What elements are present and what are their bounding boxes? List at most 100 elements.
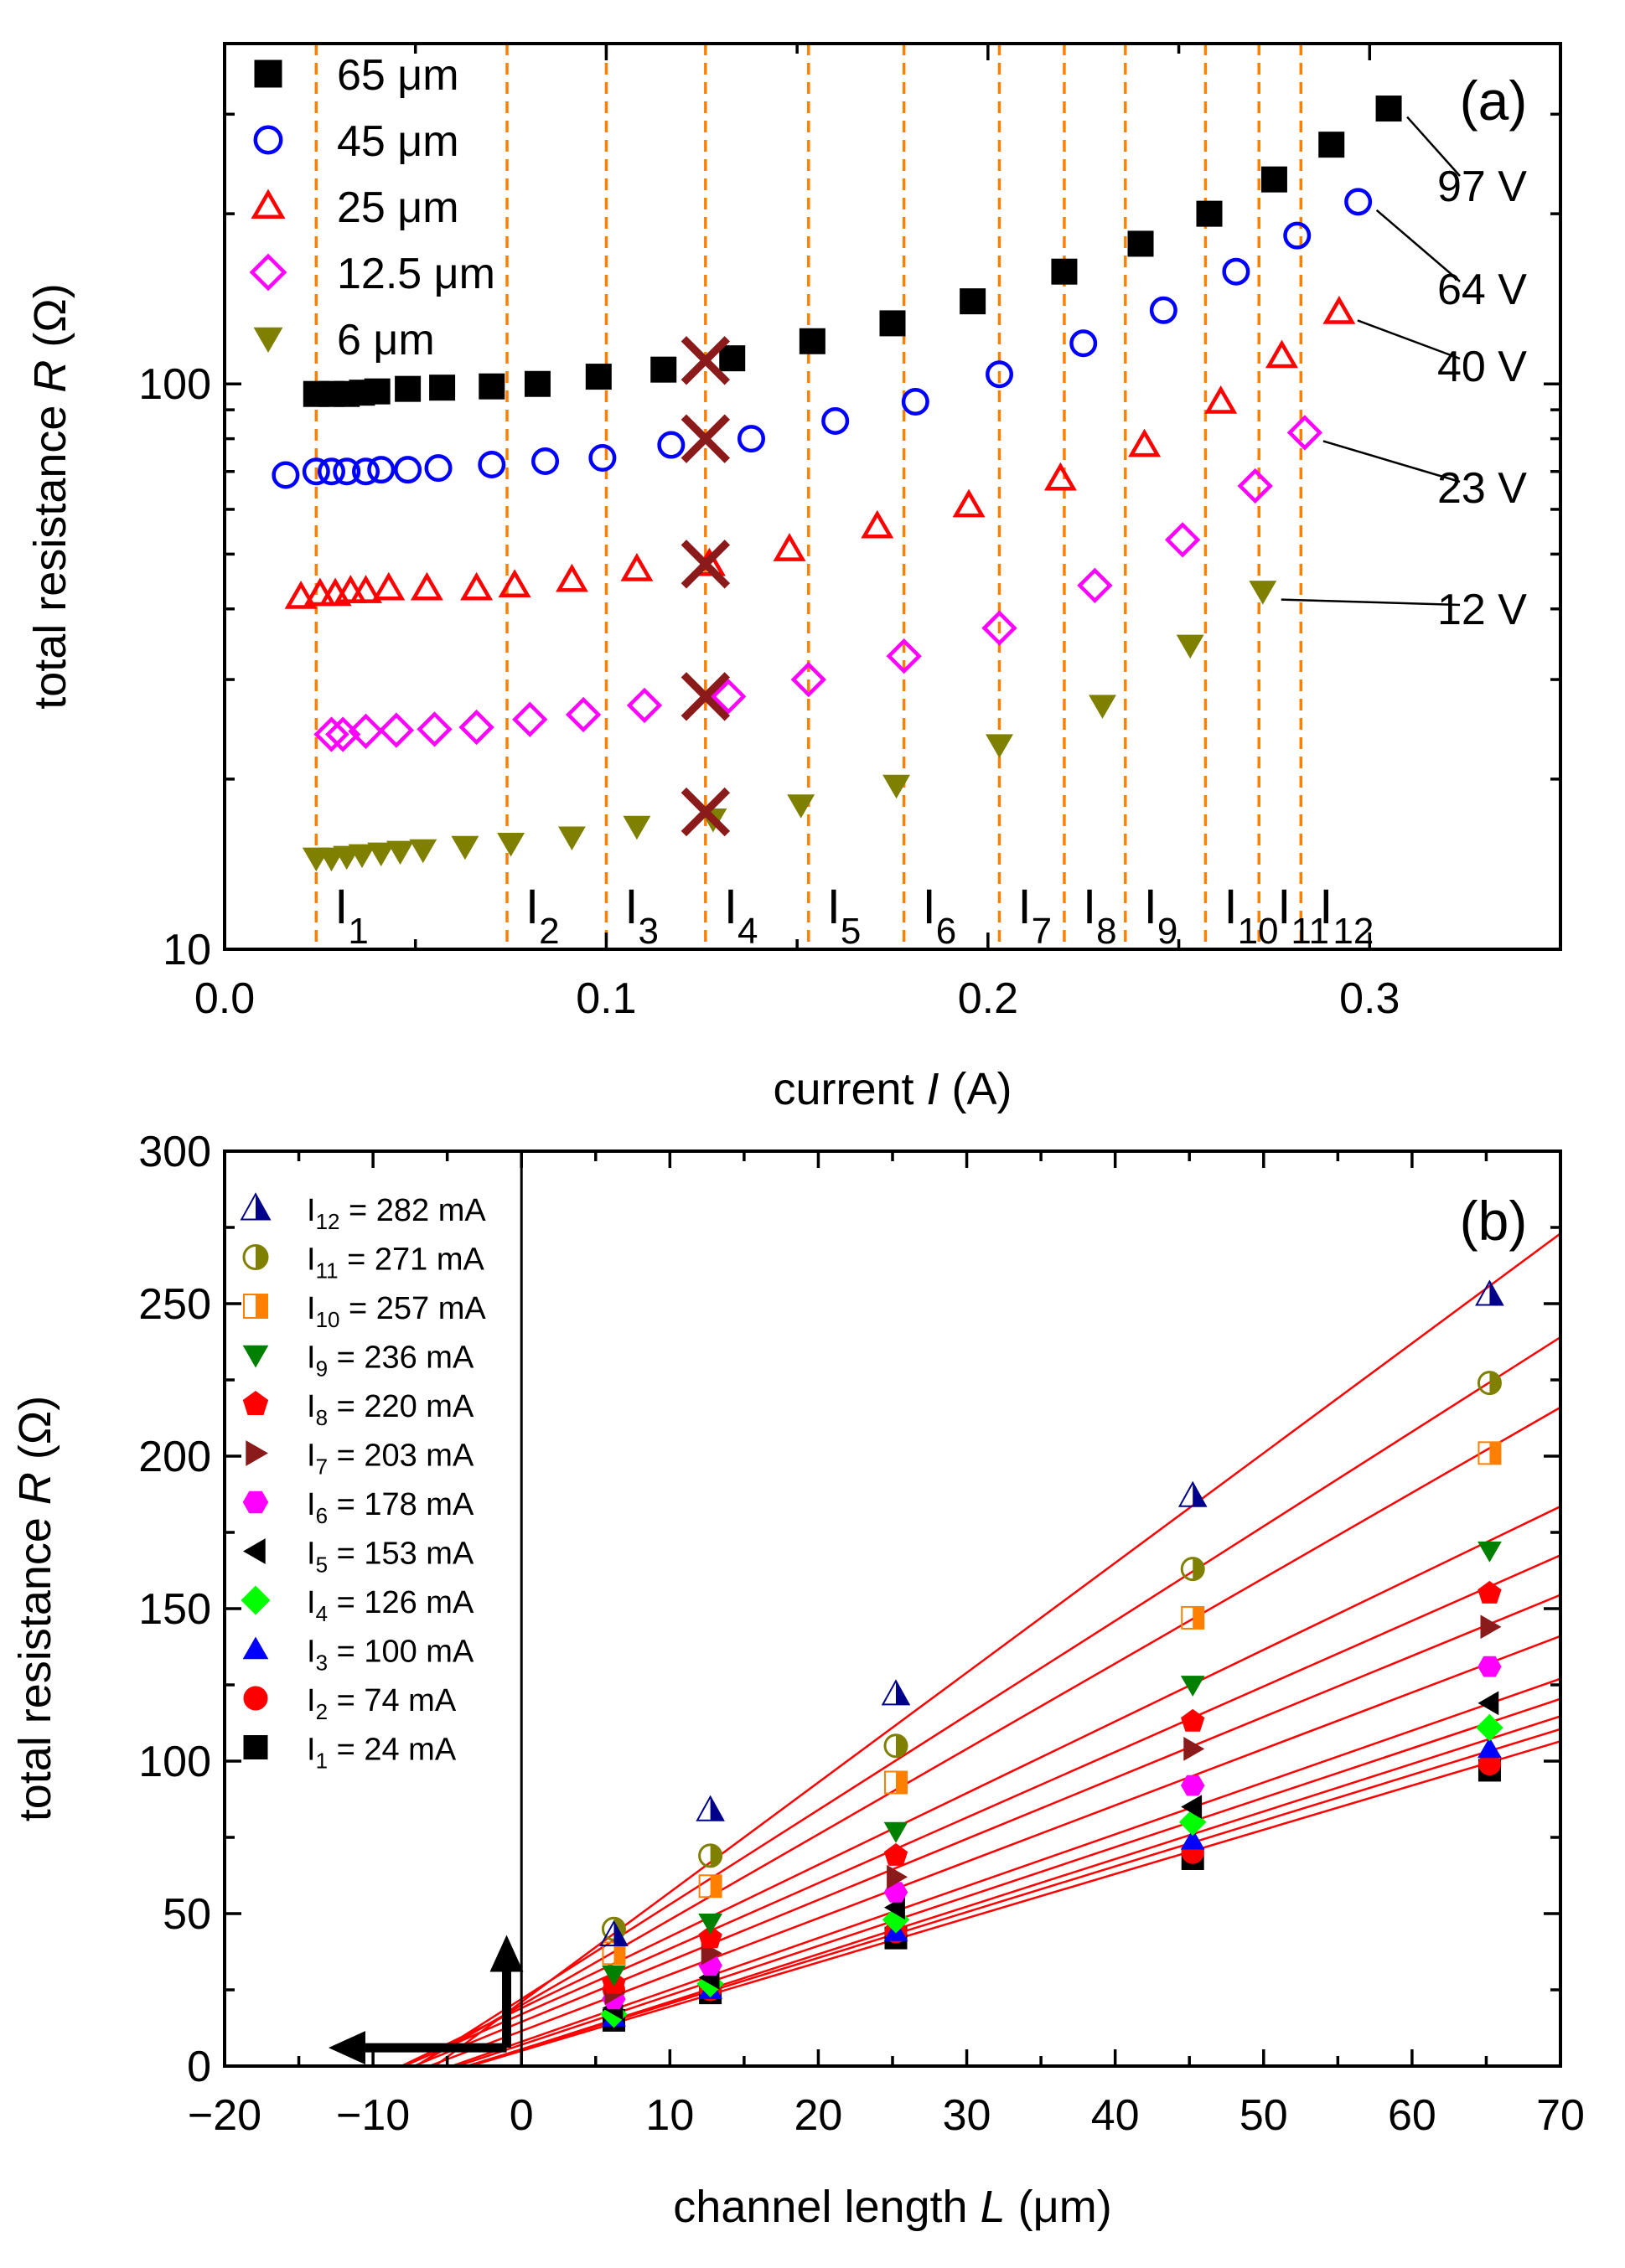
legend-label: I11 = 271 mA xyxy=(307,1242,484,1284)
marker-outline xyxy=(698,1874,722,1899)
x-tick-label: 20 xyxy=(794,2091,843,2140)
x-tick-label: 0.0 xyxy=(194,974,255,1023)
data-point xyxy=(1318,132,1345,158)
data-point xyxy=(325,716,361,752)
data-point xyxy=(556,563,588,592)
legend-marker xyxy=(242,1345,269,1368)
marker-fill xyxy=(710,1875,722,1898)
data-point xyxy=(1069,329,1098,358)
data-point xyxy=(1043,462,1077,491)
marker-outline xyxy=(243,1294,268,1319)
data-point xyxy=(303,577,337,607)
data-point xyxy=(409,839,437,864)
data-point xyxy=(367,842,396,867)
data-point xyxy=(698,1925,722,1949)
legend-label: 25 μm xyxy=(337,183,459,232)
marker-fill xyxy=(896,1771,907,1794)
legend-marker xyxy=(249,253,287,292)
legend-label: I7 = 203 mA xyxy=(307,1439,474,1480)
legend-label: I2 = 74 mA xyxy=(307,1683,457,1724)
data-point xyxy=(696,1795,725,1821)
current-label: I4 xyxy=(724,880,758,952)
data-point xyxy=(512,701,548,737)
data-point xyxy=(1181,1708,1205,1732)
data-point xyxy=(1077,567,1113,603)
data-point xyxy=(410,571,443,601)
cross-marker xyxy=(681,336,731,385)
data-point xyxy=(394,456,422,484)
cross-stroke xyxy=(681,672,731,721)
legend-label: I10 = 257 mA xyxy=(307,1291,486,1332)
data-point xyxy=(821,406,850,435)
data-point xyxy=(1480,1614,1502,1640)
cross-stroke xyxy=(681,787,731,837)
panel-b-chart: −20 −10 0 10 20 30 40 50 60 70 0 50 100 150 200 250 300 c… xyxy=(10,1128,1585,2232)
y-axis-label: total resistance R (Ω) xyxy=(25,283,75,710)
cross-stroke xyxy=(681,336,731,385)
data-point xyxy=(372,571,406,601)
data-point xyxy=(773,533,806,561)
current-label: I5 xyxy=(827,880,862,952)
data-point xyxy=(1164,522,1201,558)
current-label: I1 xyxy=(334,880,369,952)
marker-fill xyxy=(613,1942,625,1965)
data-point xyxy=(1128,428,1162,457)
x-tick-label: 0.1 xyxy=(576,974,636,1023)
current-label: I10 xyxy=(1224,880,1278,952)
data-point xyxy=(333,457,361,486)
voltage-annotation: 97 V xyxy=(1437,163,1527,211)
data-point xyxy=(1181,1795,1203,1819)
panel-label: (a) xyxy=(1460,70,1528,132)
data-point xyxy=(1176,634,1204,659)
data-point xyxy=(1476,1713,1503,1742)
x-axis-label: channel length L (μm) xyxy=(673,2182,1111,2232)
data-point xyxy=(1222,257,1250,286)
data-point xyxy=(1181,1605,1205,1630)
data-point xyxy=(1322,295,1356,324)
data-point xyxy=(960,288,986,315)
data-point xyxy=(883,1821,908,1843)
y-tick-label: 0 xyxy=(187,2043,211,2091)
cross-marker xyxy=(681,414,731,463)
data-point xyxy=(349,575,382,603)
x-tick-label: 60 xyxy=(1388,2091,1436,2140)
data-point xyxy=(1478,1656,1502,1677)
data-point xyxy=(711,679,747,715)
legend-label: I9 = 236 mA xyxy=(307,1341,474,1382)
legend-label: I3 = 100 mA xyxy=(307,1635,474,1676)
data-point xyxy=(424,454,453,483)
x-tick-label: 0 xyxy=(510,2091,534,2140)
fit-line xyxy=(468,1715,1560,2066)
data-point xyxy=(451,835,479,860)
marker-outline xyxy=(242,1244,269,1270)
current-label: I7 xyxy=(1018,880,1053,952)
fit-line xyxy=(428,1635,1560,2066)
voltage-annotation: 12 V xyxy=(1437,586,1527,634)
fit-line xyxy=(469,1740,1560,2066)
data-point xyxy=(1183,1737,1205,1761)
marker-outline xyxy=(1177,1480,1208,1507)
fit-line xyxy=(413,1594,1560,2066)
current-label: I3 xyxy=(624,880,659,952)
data-point xyxy=(1204,385,1238,414)
data-point xyxy=(981,610,1017,646)
data-point xyxy=(1177,1480,1208,1507)
marker-outline xyxy=(599,1919,629,1946)
annotation-leader xyxy=(1357,319,1461,360)
current-label: I2 xyxy=(525,880,560,952)
legend-marker xyxy=(253,327,283,354)
data-point xyxy=(417,711,453,747)
legend-marker xyxy=(242,1390,269,1415)
marker-outline xyxy=(883,1733,908,1759)
y-tick-label: 200 xyxy=(138,1433,211,1481)
data-point xyxy=(565,696,602,733)
current-label: I11 xyxy=(1277,880,1329,952)
data-point xyxy=(698,1914,722,1935)
legend-marker xyxy=(242,1244,269,1270)
marker-fill xyxy=(1489,1442,1501,1465)
marker-outline xyxy=(1180,1557,1205,1582)
data-point xyxy=(886,638,922,674)
y-tick-label: 100 xyxy=(138,1738,211,1786)
data-point xyxy=(1478,1441,1502,1465)
legend-label: 12.5 μm xyxy=(337,250,495,298)
